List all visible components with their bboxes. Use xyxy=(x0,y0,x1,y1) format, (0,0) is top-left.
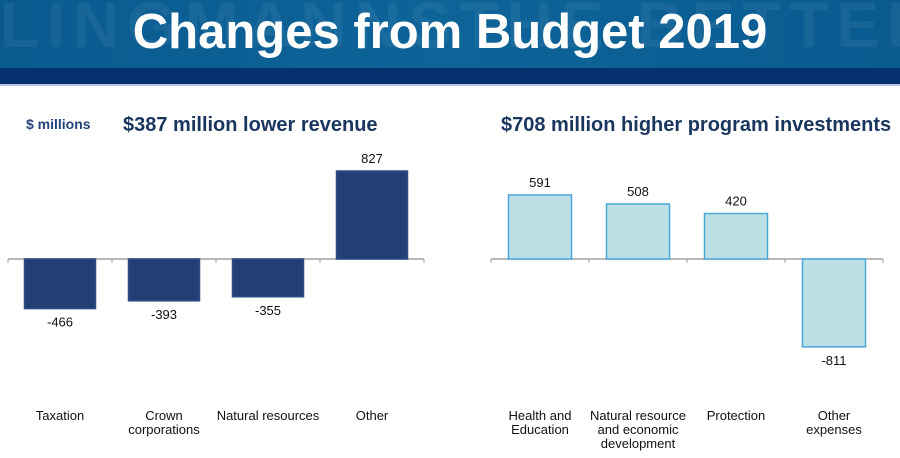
revenue-chart-title: $387 million lower revenue xyxy=(123,114,378,136)
revenue-bar xyxy=(231,258,305,298)
revenue-data-label: 827 xyxy=(361,151,383,166)
header-band xyxy=(0,68,900,84)
revenue-category-label: Natural resources xyxy=(217,408,320,423)
revenue-bar xyxy=(127,258,201,302)
revenue-bar xyxy=(23,258,97,310)
page-title: Changes from Budget 2019 xyxy=(132,5,768,59)
revenue-category-label: Other xyxy=(356,408,389,423)
expense-bar xyxy=(605,203,671,260)
expense-category-label: and economic xyxy=(598,422,679,437)
expense-category-label: Natural resource xyxy=(590,408,686,423)
revenue-data-label: -393 xyxy=(151,307,177,322)
expense-bar xyxy=(703,212,769,260)
expense-category-label: Other xyxy=(818,408,851,423)
expense-category-label: Education xyxy=(511,422,569,437)
expense-data-label: 420 xyxy=(725,194,747,209)
units-label: $ millions xyxy=(26,116,91,132)
expense-data-label: 591 xyxy=(529,175,551,190)
revenue-data-label: -355 xyxy=(255,303,281,318)
revenue-category-label: corporations xyxy=(128,422,200,437)
expense-chart-title: $708 million higher program investments xyxy=(501,114,892,136)
header-divider xyxy=(0,84,900,86)
header-banner xyxy=(0,0,900,68)
expense-category-label: Protection xyxy=(707,408,766,423)
expense-category-label: Health and xyxy=(509,408,572,423)
expense-category-label: expenses xyxy=(806,422,862,437)
expense-data-label: 508 xyxy=(627,184,649,199)
header-watermark: LINGMANNSTHE BETTER MAN xyxy=(0,0,900,61)
expense-data-label: -811 xyxy=(821,353,846,368)
expense-bar xyxy=(507,194,573,260)
revenue-bar xyxy=(335,170,409,260)
expense-bar xyxy=(801,258,867,348)
revenue-category-label: Crown xyxy=(145,408,183,423)
expense-category-label: development xyxy=(601,436,676,451)
revenue-data-label: -466 xyxy=(47,315,73,330)
revenue-category-label: Taxation xyxy=(36,408,84,423)
